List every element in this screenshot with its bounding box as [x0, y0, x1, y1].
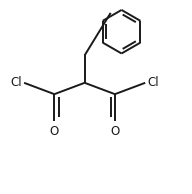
Text: O: O: [110, 125, 120, 138]
Text: Cl: Cl: [11, 76, 22, 89]
Text: Cl: Cl: [147, 76, 159, 89]
Text: O: O: [50, 125, 59, 138]
